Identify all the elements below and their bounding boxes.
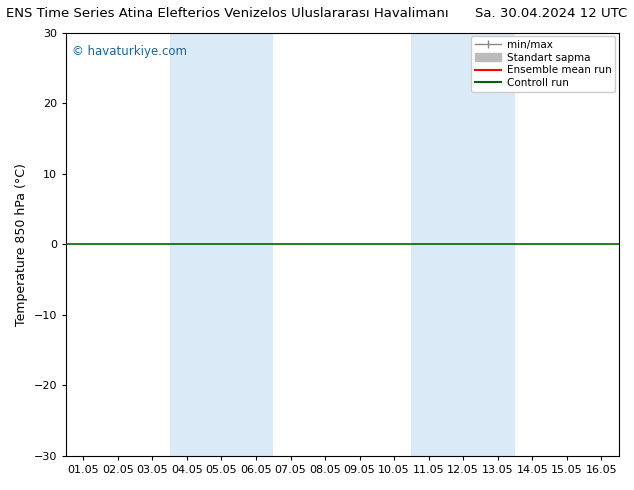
Bar — [170, 33, 273, 456]
Legend: min/max, Standart sapma, Ensemble mean run, Controll run: min/max, Standart sapma, Ensemble mean r… — [471, 36, 616, 92]
Y-axis label: Temperature 850 hPa (°C): Temperature 850 hPa (°C) — [15, 163, 28, 326]
Text: © havaturkiye.com: © havaturkiye.com — [72, 46, 186, 58]
Text: ENS Time Series Atina Elefterios Venizelos Uluslararası Havalimanı: ENS Time Series Atina Elefterios Venizel… — [6, 7, 449, 21]
Text: Sa. 30.04.2024 12 UTC: Sa. 30.04.2024 12 UTC — [476, 7, 628, 21]
Bar — [411, 33, 515, 456]
